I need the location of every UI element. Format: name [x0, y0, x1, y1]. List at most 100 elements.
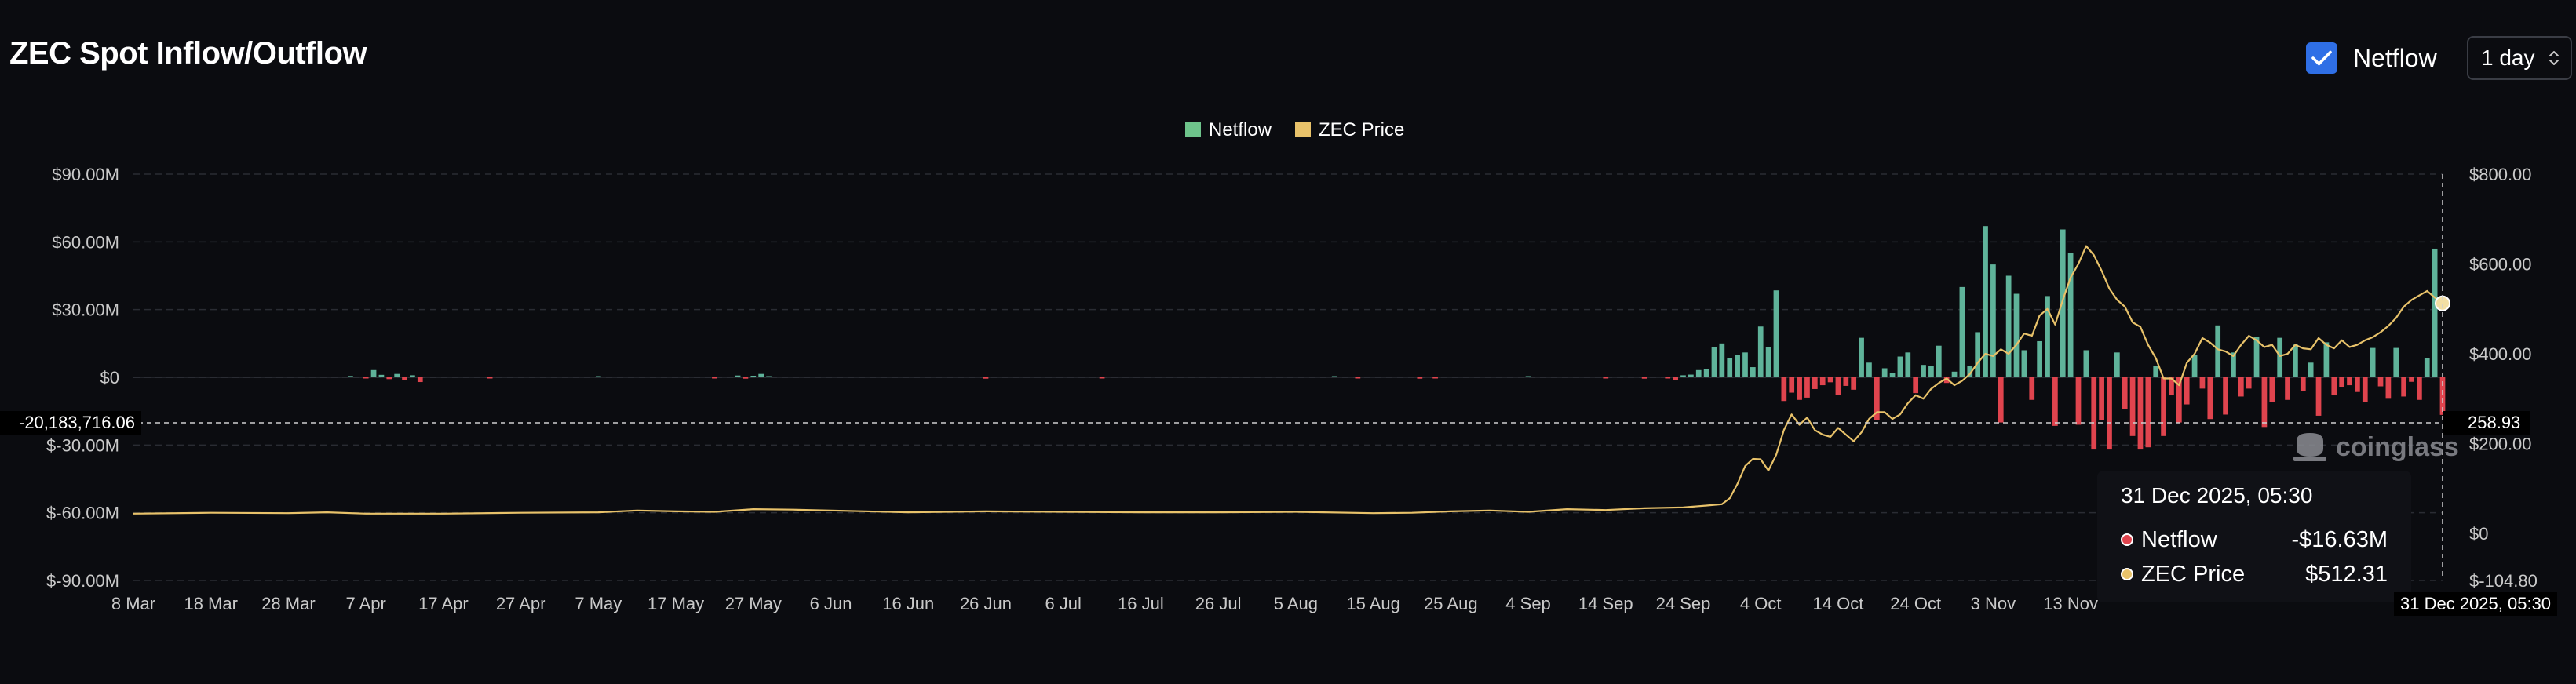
tooltip-label-netflow: Netflow [2141, 526, 2217, 552]
watermark: coinglass [2290, 430, 2459, 464]
crosshair [0, 174, 2443, 580]
price-line-series [133, 245, 2450, 515]
netflow-bar [1665, 377, 1671, 379]
netflow-bar [2091, 377, 2097, 450]
netflow-bar [712, 377, 717, 379]
netflow-bar [1866, 362, 1872, 377]
y-right-tick-label: $-104.80 [2469, 571, 2538, 591]
x-tick-label: 25 Aug [1424, 594, 1478, 613]
netflow-bar [766, 376, 772, 377]
netflow-bar [417, 377, 423, 383]
netflow-bar [1355, 377, 1361, 379]
netflow-bar [1703, 369, 1709, 377]
y-axis-left: $90.00M $60.00M $30.00M $0 $-30.00M $-60.00M $… [46, 165, 119, 591]
y-left-tick-label: $-30.00M [46, 435, 119, 455]
interval-select[interactable]: 1 day [2467, 36, 2572, 80]
netflow-checkbox[interactable] [2306, 42, 2337, 74]
netflow-bar [2107, 377, 2112, 450]
netflow-bar [1719, 343, 1725, 377]
netflow-bar [2137, 377, 2144, 450]
netflow-bar [1983, 226, 1988, 377]
crosshair-right-value: 258.93 [2443, 411, 2530, 435]
chart-legend: Netflow ZEC Price [1185, 119, 1404, 140]
netflow-bar [2207, 377, 2213, 420]
netflow-bar [2037, 340, 2042, 377]
y-left-tick-label: $60.00M [52, 232, 119, 252]
netflow-bar [2199, 377, 2206, 389]
x-tick-label: 18 Mar [184, 594, 237, 613]
netflow-bar [983, 377, 989, 379]
tooltip-label-price: ZEC Price [2141, 561, 2246, 587]
x-tick-label: 15 Aug [1346, 594, 1400, 613]
netflow-bar [2114, 352, 2120, 377]
netflow-bar [2409, 377, 2414, 382]
netflow-bar [1835, 377, 1841, 395]
netflow-bar [2339, 377, 2345, 387]
netflow-bar [1843, 377, 1849, 386]
x-tick-label: 4 Sep [1505, 594, 1551, 613]
legend-label-price: ZEC Price [1319, 119, 1404, 140]
x-tick-label: 4 Oct [1740, 594, 1782, 613]
tooltip-row-netflow: Netflow -$16.63M [2121, 522, 2388, 557]
netflow-bar [2060, 229, 2066, 377]
y-left-tick-label: $0 [100, 368, 119, 387]
netflow-bar [1680, 375, 1686, 377]
tooltip-title: 31 Dec 2025, 05:30 [2121, 483, 2313, 508]
x-tick-label: 16 Jul [1118, 594, 1164, 613]
x-tick-label: 3 Nov [1971, 594, 2016, 613]
x-tick-label: 17 Apr [418, 594, 469, 613]
netflow-bar [2401, 377, 2406, 397]
x-tick-label: 6 Jul [1045, 594, 1081, 613]
netflow-bar [2253, 337, 2260, 377]
y-left-tick-label: $-90.00M [46, 571, 119, 591]
netflow-bar [487, 377, 493, 379]
netflow-bar [2013, 293, 2020, 377]
netflow-bar [1959, 286, 1965, 377]
netflow-bar [1765, 347, 1771, 377]
x-tick-label: 26 Jun [960, 594, 1012, 613]
tooltip-value-price: $512.31 [2305, 561, 2388, 587]
netflow-bar [2075, 377, 2082, 425]
netflow-bar [2315, 377, 2322, 416]
netflow-bar [348, 376, 353, 377]
netflow-bar [2393, 347, 2399, 377]
netflow-bar [2347, 377, 2352, 386]
y-right-tick-label: $200.00 [2469, 435, 2532, 454]
netflow-bar [386, 377, 392, 380]
x-axis: 8 Mar 18 Mar 28 Mar 7 Apr 17 Apr 27 Apr 7 May 1… [111, 594, 2098, 613]
netflow-bar [2308, 362, 2314, 377]
netflow-bar [1773, 290, 1779, 377]
netflow-bar [1781, 377, 1787, 402]
netflow-toggle[interactable]: Netflow [2306, 42, 2437, 74]
price-line [133, 245, 2443, 515]
x-tick-label: 14 Oct [1813, 594, 1864, 613]
y-right-tick-label: $400.00 [2469, 344, 2532, 364]
netflow-bar [1757, 326, 1764, 377]
netflow-bar [363, 377, 369, 379]
netflow-bar [1099, 377, 1105, 379]
netflow-bar [1804, 377, 1810, 398]
x-tick-label: 8 Mar [111, 594, 155, 613]
netflow-bar [1742, 352, 1748, 377]
netflow-bar [1936, 345, 1942, 377]
x-tick-label: 28 Mar [261, 594, 315, 613]
netflow-bar [2122, 377, 2128, 409]
netflow-bar [1881, 368, 1888, 377]
netflow-toggle-label: Netflow [2353, 43, 2437, 72]
netflow-bar [735, 375, 741, 377]
netflow-bar [2417, 377, 2422, 400]
netflow-bar [1874, 377, 1880, 420]
netflow-bar [2052, 377, 2058, 426]
y-right-tick-label: $0 [2469, 524, 2488, 544]
netflow-bar [1851, 377, 1857, 390]
y-axis-right: $800.00 $600.00 $400.00 $200.00 $0 $-104.80 [2469, 165, 2538, 591]
netflow-bar [1525, 376, 1531, 377]
netflow-bar [2385, 377, 2392, 399]
watermark-text: coinglass [2336, 431, 2459, 462]
netflow-bar [743, 377, 749, 379]
netflow-bar [1812, 377, 1818, 389]
netflow-bar [1827, 377, 1833, 383]
netflow-bars [348, 226, 2446, 450]
x-tick-label: 27 Apr [496, 594, 546, 613]
